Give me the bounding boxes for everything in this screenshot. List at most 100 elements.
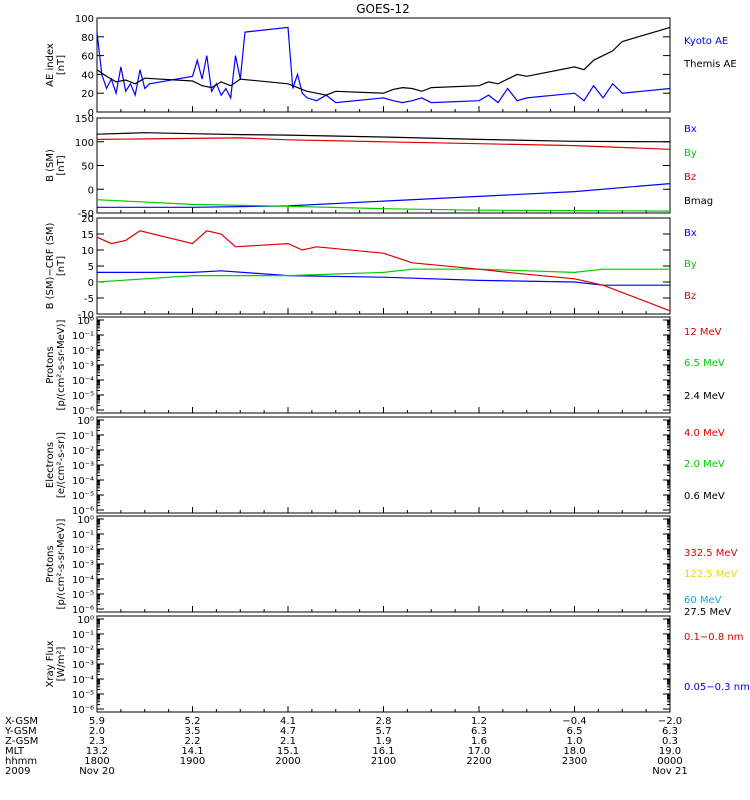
xaxis-value: 0.3 xyxy=(662,736,678,747)
y-axis-label-line: [p/(cm²-s-sr-MeV)] xyxy=(56,518,67,609)
y-tick-label: 10⁻⁴ xyxy=(72,575,94,586)
series-line-bz xyxy=(96,137,671,150)
y-tick-label: 150 xyxy=(75,114,94,125)
y-tick-label: 5 xyxy=(88,262,94,273)
y-tick-label: 10⁰ xyxy=(77,316,94,327)
y-axis-label: Xray Flux[W/m²] xyxy=(45,640,67,687)
y-axis-label-line: [nT] xyxy=(56,155,67,175)
panel-frame xyxy=(96,316,671,414)
xaxis-value: 3.5 xyxy=(185,726,201,737)
y-tick-label: 10⁻⁴ xyxy=(72,476,94,487)
y-axis-label: Electrons[e/(cm²-s-sr)] xyxy=(45,432,67,498)
xaxis-value: 2200 xyxy=(466,756,491,767)
legend-bx: Bx xyxy=(684,124,697,135)
xaxis-value: −2.0 xyxy=(658,716,682,727)
xaxis-value: 5.7 xyxy=(376,726,392,737)
y-tick-label: 10⁻³ xyxy=(72,560,94,571)
xaxis-value: 6.5 xyxy=(567,726,583,737)
series-line-by xyxy=(96,199,671,212)
y-tick-label: 10⁻⁶ xyxy=(72,506,94,517)
xaxis-value: 1.2 xyxy=(471,716,487,727)
y-tick-label: 10⁻¹ xyxy=(72,530,94,541)
y-tick-label: 100 xyxy=(75,138,94,149)
panel-4: Protons[p/(cm²-s-sr-MeV)] 10⁰ 10⁻¹ 10⁻² 10⁻³… xyxy=(45,316,725,417)
series-line-bz xyxy=(96,230,671,312)
panel-1: AE index[nT] 0 20 40 60 80 100 Kyoto AE Themis A… xyxy=(45,14,737,119)
y-tick-label: 10⁻⁵ xyxy=(72,391,94,402)
legend-122-5-mev: 122.5 MeV xyxy=(684,569,738,580)
xaxis-value: 4.7 xyxy=(280,726,296,737)
series-line-bmag xyxy=(96,132,671,143)
y-tick-label: 0 xyxy=(88,108,94,119)
series-line-kyoto-ae xyxy=(96,26,671,104)
series-line-themis-ae xyxy=(96,26,671,96)
xaxis-value: 5.9 xyxy=(89,716,105,727)
y-tick-label: -10 xyxy=(78,310,94,321)
y-axis-label-line: AE index xyxy=(45,43,56,87)
legend-by: By xyxy=(684,148,697,159)
xaxis-row-label: hhmm xyxy=(5,756,37,767)
y-tick-label: 10 xyxy=(81,246,94,257)
xaxis-value: 0000 xyxy=(657,756,682,767)
xaxis-value: 5.2 xyxy=(185,716,201,727)
xaxis-value: 2.2 xyxy=(185,736,201,747)
y-tick-label: 10⁻⁶ xyxy=(72,705,94,716)
xaxis-value: 1.9 xyxy=(376,736,392,747)
y-tick-label: 10⁰ xyxy=(77,515,94,526)
xaxis-row-label: Z-GSM xyxy=(5,736,38,747)
panel-frame xyxy=(96,117,671,214)
xaxis-value: 4.1 xyxy=(280,716,296,727)
y-tick-label: 60 xyxy=(81,52,94,63)
xaxis-value: 16.1 xyxy=(372,746,394,757)
xaxis-value: 15.1 xyxy=(277,746,299,757)
xaxis-value: 2.3 xyxy=(89,736,105,747)
panel-3: B (SM)−CRF (SM)[nT] -10 -5 0 5 10 15 20 Bx By Bz xyxy=(45,214,697,321)
y-tick-label: 10⁰ xyxy=(77,615,94,626)
y-axis-label: Protons[p/(cm²-s-sr-MeV)] xyxy=(45,518,67,609)
legend-27-5-mev: 27.5 MeV xyxy=(684,607,731,618)
xaxis-value: 17.0 xyxy=(468,746,490,757)
y-tick-label: 10⁰ xyxy=(77,416,94,427)
legend-bmag: Bmag xyxy=(684,196,713,207)
legend-kyoto-ae: Kyoto AE xyxy=(684,36,728,47)
legend-2-0-mev: 2.0 MeV xyxy=(684,459,725,470)
panel-5: Electrons[e/(cm²-s-sr)] 10⁰ 10⁻¹ 10⁻² 10⁻³ 10… xyxy=(45,416,725,517)
xaxis-value: 1900 xyxy=(180,756,205,767)
y-axis-label-line: [nT] xyxy=(56,55,67,75)
legend-bz: Bz xyxy=(684,291,696,302)
chart-title: GOES-12 xyxy=(356,2,410,16)
xaxis-value: 2.0 xyxy=(89,726,105,737)
y-tick-label: 10⁻⁶ xyxy=(72,605,94,616)
xaxis-row-label: MLT xyxy=(5,746,25,757)
y-tick-label: 80 xyxy=(81,33,94,44)
xaxis-value: 13.2 xyxy=(86,746,108,757)
y-axis-label: B (SM)[nT] xyxy=(45,149,67,182)
y-tick-label: 10⁻⁶ xyxy=(72,406,94,417)
legend-60-mev: 60 MeV xyxy=(684,595,722,606)
xaxis-value: 2300 xyxy=(562,756,587,767)
legend-bz: Bz xyxy=(684,172,696,183)
xaxis-value: 1800 xyxy=(84,756,109,767)
panel-frame xyxy=(96,217,671,315)
xaxis-value: Nov 21 xyxy=(652,766,687,777)
legend-themis-ae: Themis AE xyxy=(683,59,737,70)
xaxis-value: 2.1 xyxy=(280,736,296,747)
xaxis-row-label: X-GSM xyxy=(5,716,38,727)
xaxis-value: 14.1 xyxy=(181,746,203,757)
xaxis-row-label: 2009 xyxy=(5,766,30,777)
xaxis-value: 19.0 xyxy=(659,746,681,757)
y-axis-label: Protons[p/(cm²-s-sr-MeV)] xyxy=(45,319,67,410)
y-tick-label: 10⁻¹ xyxy=(72,331,94,342)
y-tick-label: 10⁻⁴ xyxy=(72,376,94,387)
legend-by: By xyxy=(684,259,697,270)
legend-12-mev: 12 MeV xyxy=(684,327,722,338)
panel-2: B (SM)[nT] -50 0 50 100 150 Bx By Bz Bmag xyxy=(45,114,713,220)
y-tick-label: 100 xyxy=(75,14,94,25)
xaxis-value: 2.8 xyxy=(376,716,392,727)
xaxis-value: 2100 xyxy=(371,756,396,767)
y-tick-label: 50 xyxy=(81,162,94,173)
xaxis-value: 6.3 xyxy=(471,726,487,737)
y-axis-label-line: B (SM) xyxy=(45,149,56,182)
y-tick-label: 10⁻² xyxy=(72,446,94,457)
